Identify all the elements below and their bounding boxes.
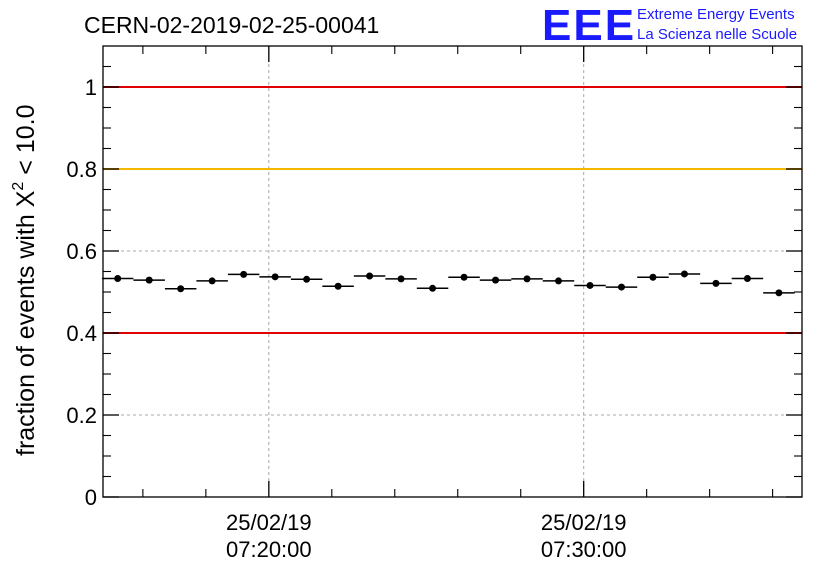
data-point: [700, 279, 732, 287]
data-point-marker: [523, 275, 531, 283]
data-point-marker: [586, 281, 594, 289]
grid: [103, 46, 802, 497]
y-tick-label: 0.2: [66, 403, 97, 428]
x-tick-label-date: 25/02/19: [226, 510, 312, 535]
x-tick-label-date: 25/02/19: [541, 510, 627, 535]
logo-letters: EEE: [542, 1, 636, 50]
y-tick-label: 0.4: [66, 321, 97, 346]
data-point-marker: [743, 274, 751, 282]
data-point-marker: [303, 275, 311, 283]
x-tick-label-time: 07:30:00: [541, 537, 627, 562]
data-point: [479, 276, 512, 284]
data-point-marker: [145, 276, 153, 284]
data-point: [542, 277, 575, 285]
data-point: [385, 275, 417, 283]
data-point: [101, 274, 134, 282]
data-point-marker: [208, 277, 216, 285]
data-point: [574, 281, 606, 289]
data-point-marker: [429, 284, 437, 292]
data-point: [196, 277, 228, 285]
data-point: [164, 285, 197, 293]
data-point: [637, 273, 669, 281]
data-point-marker: [397, 275, 405, 283]
y-axis-label-symbol: X: [12, 190, 40, 207]
chart-title: CERN-02-2019-02-25-00041: [84, 12, 379, 38]
data-point-marker: [492, 276, 500, 284]
data-point: [133, 276, 165, 284]
y-axis-label-text: fraction of events with: [12, 214, 40, 456]
data-point: [227, 270, 260, 278]
data-point-marker: [712, 279, 720, 287]
data-point-marker: [555, 277, 563, 285]
data-point-marker: [240, 270, 248, 278]
data-point-marker: [460, 273, 468, 281]
y-axis-label-superscript: 2: [10, 182, 27, 191]
data-points: [101, 270, 795, 297]
data-point: [511, 275, 543, 283]
data-point-marker: [680, 270, 688, 278]
data-point-marker: [366, 272, 374, 280]
data-point: [448, 273, 480, 281]
data-point-marker: [114, 274, 122, 282]
y-tick-label: 0.8: [66, 157, 97, 182]
data-point-marker: [775, 289, 783, 297]
data-point-marker: [177, 285, 185, 293]
logo-line-2: La Scienza nelle Scuole: [637, 26, 797, 43]
reference-lines: [103, 86, 802, 334]
data-point: [322, 282, 354, 290]
plot-frame: [102, 45, 803, 498]
data-point: [290, 275, 323, 283]
axes: 00.20.40.60.8125/02/1907:20:0025/02/1907…: [66, 45, 803, 562]
y-tick-label: 1: [85, 75, 97, 100]
data-point: [416, 284, 449, 292]
data-point-marker: [649, 273, 657, 281]
data-point-marker: [271, 273, 279, 281]
eee-logo: EEE Extreme Energy Events La Scienza nel…: [542, 1, 797, 50]
data-point: [259, 273, 291, 281]
x-tick-label-time: 07:20:00: [226, 537, 312, 562]
data-point: [605, 283, 638, 291]
data-point: [668, 270, 701, 278]
y-tick-label: 0: [85, 485, 97, 510]
data-point: [731, 274, 764, 282]
data-point-marker: [617, 283, 625, 291]
data-point-marker: [334, 282, 342, 290]
y-axis-label-suffix: < 10.0: [12, 105, 40, 175]
logo-line-1: Extreme Energy Events: [637, 6, 795, 23]
data-point: [353, 272, 386, 280]
data-point: [763, 289, 795, 297]
y-tick-label: 0.6: [66, 239, 97, 264]
y-axis-label: fraction of events with X2 < 10.0: [10, 105, 40, 457]
